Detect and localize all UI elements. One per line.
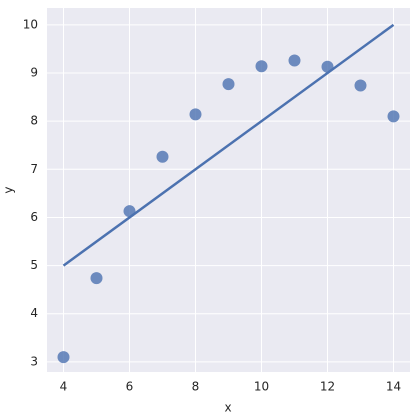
point <box>90 272 103 285</box>
x-tick-label: 10 <box>254 380 269 394</box>
y-tick-label: 4 <box>30 306 38 320</box>
point <box>354 79 367 92</box>
x-tick-label: 14 <box>386 380 401 394</box>
point <box>387 110 400 123</box>
x-tick-label: 6 <box>126 380 134 394</box>
point <box>288 54 301 67</box>
x-axis-label: x <box>224 401 231 415</box>
point <box>222 78 235 91</box>
y-tick-label: 6 <box>30 210 38 224</box>
plot-area <box>47 8 410 372</box>
point <box>255 60 268 73</box>
fit-line <box>62 23 395 267</box>
y-tick-label: 3 <box>30 354 38 368</box>
y-tick-label: 7 <box>30 162 38 176</box>
y-axis-label: y <box>2 186 16 193</box>
x-tick-label: 4 <box>60 380 68 394</box>
point <box>57 351 70 364</box>
point <box>156 150 169 163</box>
x-tick-label: 12 <box>320 380 335 394</box>
y-tick-label: 5 <box>30 258 38 272</box>
y-tick-label: 8 <box>30 114 38 128</box>
point <box>189 108 202 121</box>
y-tick-label: 9 <box>30 66 38 80</box>
x-tick-label: 8 <box>192 380 200 394</box>
y-tick-label: 10 <box>23 17 38 31</box>
